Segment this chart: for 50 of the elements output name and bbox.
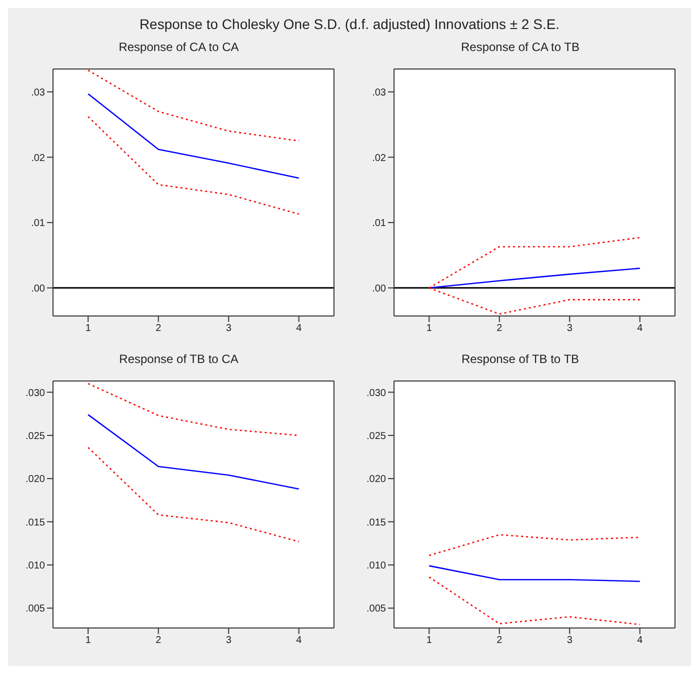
x-tick-label: 4 bbox=[296, 323, 302, 334]
x-tick-label: 1 bbox=[85, 323, 92, 334]
x-tick-label: 2 bbox=[496, 635, 503, 646]
y-tick-label: .025 bbox=[25, 430, 46, 442]
y-tick-label: .030 bbox=[366, 388, 387, 399]
x-tick-label: 3 bbox=[226, 635, 232, 646]
y-tick-label: .020 bbox=[366, 474, 387, 486]
y-tick-label: .02 bbox=[30, 152, 46, 164]
x-tick-label: 3 bbox=[567, 635, 574, 646]
chart-title: Response of TB to CA bbox=[118, 351, 240, 368]
line-series bbox=[428, 534, 641, 556]
y-tick-label: .015 bbox=[366, 517, 387, 528]
y-tick-label: .03 bbox=[372, 87, 387, 98]
chart-title: Response of CA to TB bbox=[460, 39, 580, 56]
y-tick-label: .01 bbox=[372, 218, 387, 230]
y-tick-label: .025 bbox=[366, 430, 387, 442]
line-series bbox=[428, 268, 641, 289]
y-tick-label: .015 bbox=[25, 517, 46, 528]
x-tick-label: 1 bbox=[85, 635, 92, 646]
y-tick-label: .005 bbox=[366, 604, 387, 615]
chart-title: Response of CA to CA bbox=[118, 39, 240, 56]
y-tick-label: .00 bbox=[30, 283, 46, 294]
y-tick-label: .010 bbox=[25, 560, 46, 572]
text: Response to Cholesky One S.D. (d.f. adjusted) Innovations ± 2 S.E. bbox=[138, 15, 561, 34]
x-tick-label: 2 bbox=[155, 635, 162, 646]
y-tick-label: .03 bbox=[30, 87, 46, 98]
line-series bbox=[87, 70, 300, 142]
line-series bbox=[87, 414, 300, 490]
x-tick-label: 1 bbox=[426, 635, 433, 646]
x-tick-label: 2 bbox=[496, 323, 503, 334]
x-tick-label: 3 bbox=[226, 323, 232, 334]
chart-title: Response of TB to TB bbox=[460, 351, 580, 368]
y-tick-label: .01 bbox=[30, 218, 46, 230]
y-tick-label: .005 bbox=[25, 604, 46, 615]
x-tick-label: 4 bbox=[637, 323, 644, 334]
line-series bbox=[87, 382, 300, 436]
y-tick-label: .020 bbox=[25, 474, 46, 486]
y-tick-label: .010 bbox=[366, 560, 387, 572]
x-tick-label: 4 bbox=[296, 635, 302, 646]
line-series bbox=[87, 93, 300, 179]
y-tick-label: .00 bbox=[372, 283, 387, 294]
x-tick-label: 3 bbox=[567, 323, 574, 334]
line-series bbox=[428, 576, 641, 626]
line-series bbox=[87, 446, 300, 542]
x-tick-label: 2 bbox=[155, 323, 162, 334]
y-tick-label: .030 bbox=[25, 388, 46, 399]
x-tick-label: 1 bbox=[426, 323, 433, 334]
line-series bbox=[87, 116, 300, 215]
y-tick-label: .02 bbox=[372, 152, 387, 164]
x-tick-label: 4 bbox=[637, 635, 644, 646]
